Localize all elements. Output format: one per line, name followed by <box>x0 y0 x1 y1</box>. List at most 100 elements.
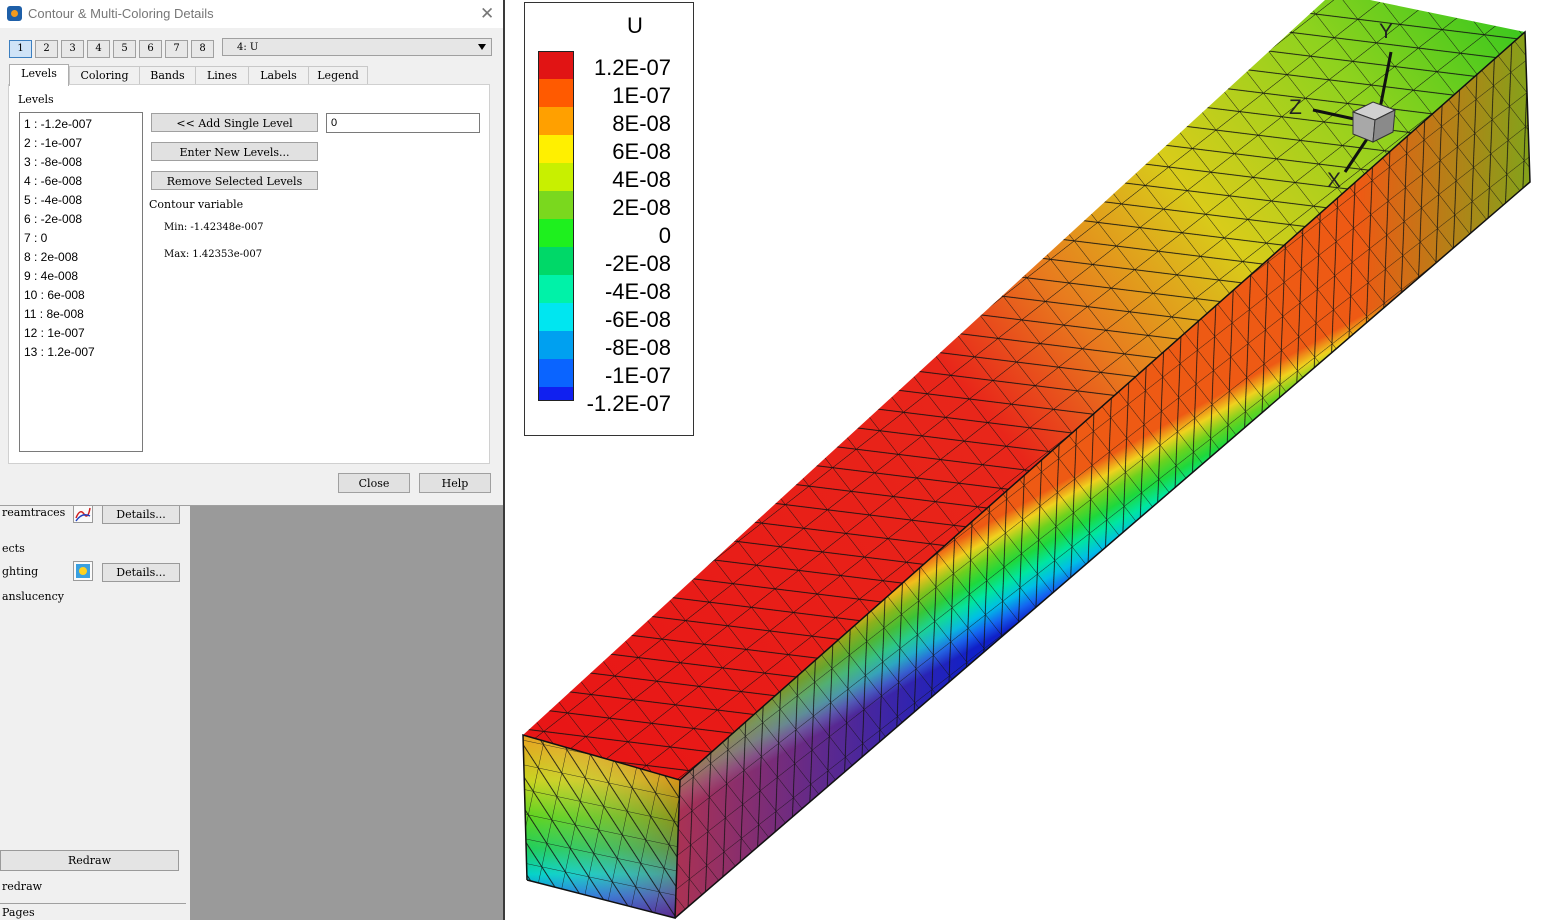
beam-side-mesh <box>675 32 1530 918</box>
tab-legend[interactable]: Legend <box>308 66 368 85</box>
beam-end-mesh <box>523 735 680 918</box>
tab-labels[interactable]: Labels <box>248 66 309 85</box>
levels-caption: Levels <box>18 93 54 106</box>
dialog-title: Contour & Multi-Coloring Details <box>28 6 214 21</box>
tab-lines[interactable]: Lines <box>195 66 249 85</box>
level-row[interactable]: 2 : -1e-007 <box>24 136 83 150</box>
level-row[interactable]: 7 : 0 <box>24 231 48 245</box>
help-button[interactable]: Help <box>419 473 491 493</box>
lighting-label: ghting <box>2 565 39 578</box>
contour-legend[interactable]: U 1.2E-07 1E-07 8E-08 6E-08 4E-08 2E-08 0 -2E-0… <box>524 2 694 436</box>
streamtraces-details-button[interactable]: Details... <box>102 505 180 524</box>
legend-label: 6E-08 <box>612 139 671 164</box>
legend-label: -6E-08 <box>604 307 671 332</box>
legend-swatch <box>538 275 574 303</box>
legend-label: -1.2E-07 <box>586 391 671 416</box>
legend-title: U <box>525 13 745 39</box>
group-button-4[interactable]: 4 <box>87 40 110 58</box>
redraw-button[interactable]: Redraw <box>0 850 179 871</box>
legend-label: 1.2E-07 <box>593 55 671 80</box>
legend-swatch <box>538 163 574 191</box>
legend-label: -1E-07 <box>604 363 671 388</box>
dropdown-arrow-icon[interactable] <box>478 44 486 50</box>
legend-swatch <box>538 219 574 247</box>
legend-label: -4E-08 <box>604 279 671 304</box>
axis-triad-lines <box>1312 51 1397 173</box>
level-row[interactable]: 10 : 6e-008 <box>24 288 85 302</box>
legend-swatch <box>538 359 574 387</box>
tab-coloring[interactable]: Coloring <box>69 66 140 85</box>
side-panel: reamtraces Details... ects ghting Detail… <box>0 500 190 920</box>
group-button-8[interactable]: 8 <box>191 40 214 58</box>
tecplot-app-icon <box>7 6 22 21</box>
close-icon[interactable]: ✕ <box>480 4 495 24</box>
contour-variable-label: Contour variable <box>149 198 244 211</box>
tab-levels[interactable]: Levels <box>9 64 69 86</box>
legend-swatch <box>538 135 574 163</box>
contour-variable-value: 4: U <box>237 42 259 53</box>
contour-beam-3d <box>522 0 1531 919</box>
legend-swatch <box>538 247 574 275</box>
panel-separator <box>503 0 505 920</box>
tab-bands[interactable]: Bands <box>139 66 196 85</box>
streamtraces-label: reamtraces <box>2 506 66 519</box>
legend-swatch <box>538 331 574 359</box>
group-button-2[interactable]: 2 <box>35 40 58 58</box>
legend-swatch <box>538 107 574 135</box>
streamtraces-icon[interactable] <box>73 503 93 523</box>
close-button[interactable]: Close <box>338 473 410 493</box>
effects-label: ects <box>2 542 25 555</box>
legend-label: 8E-08 <box>612 111 671 136</box>
group-button-7[interactable]: 7 <box>165 40 188 58</box>
level-row[interactable]: 9 : 4e-008 <box>24 269 79 283</box>
max-value: Max: 1.42353e-007 <box>164 249 263 260</box>
axis-triad[interactable]: Y Z X <box>1265 14 1415 204</box>
level-row[interactable]: 1 : -1.2e-007 <box>24 117 93 131</box>
legend-swatch <box>538 79 574 107</box>
legend-swatch <box>538 191 574 219</box>
level-row[interactable]: 4 : -6e-008 <box>24 174 83 188</box>
beam-edge <box>674 30 1531 919</box>
add-single-level-button[interactable]: << Add Single Level <box>151 113 318 132</box>
level-row[interactable]: 5 : -4e-008 <box>24 193 83 207</box>
legend-label: 1E-07 <box>612 83 671 108</box>
group-button-6[interactable]: 6 <box>139 40 162 58</box>
level-row[interactable]: 11 : 8e-008 <box>24 307 84 321</box>
level-row[interactable]: 6 : -2e-008 <box>24 212 83 226</box>
legend-title-text: U <box>627 13 643 38</box>
legend-swatch <box>538 387 574 401</box>
level-row[interactable]: 8 : 2e-008 <box>24 250 79 264</box>
contour-variable-select[interactable]: 4: U <box>222 38 492 56</box>
legend-label: 0 <box>658 223 671 248</box>
group-button-3[interactable]: 3 <box>61 40 84 58</box>
plot-viewport[interactable]: U 1.2E-07 1E-07 8E-08 6E-08 4E-08 2E-08 0 -2E-0… <box>505 0 1550 920</box>
min-value: Min: -1.42348e-007 <box>164 222 264 233</box>
pages-label: Pages <box>2 906 35 919</box>
auto-redraw-label: redraw <box>2 880 43 893</box>
x-axis-label: X <box>1327 169 1342 192</box>
level-row[interactable]: 13 : 1.2e-007 <box>24 345 95 359</box>
divider <box>0 903 186 904</box>
legend-label: 2E-08 <box>612 195 671 220</box>
title-bar[interactable]: Contour & Multi-Coloring Details ✕ <box>0 0 503 28</box>
legend-swatch <box>538 51 574 79</box>
beam-top-mesh <box>523 0 1525 780</box>
legend-label: 4E-08 <box>612 167 671 192</box>
lighting-details-button[interactable]: Details... <box>102 563 180 582</box>
enter-new-levels-button[interactable]: Enter New Levels... <box>151 142 318 161</box>
legend-label: -2E-08 <box>604 251 671 276</box>
remove-selected-levels-button[interactable]: Remove Selected Levels <box>151 171 318 190</box>
translucency-label: anslucency <box>2 590 65 603</box>
levels-list[interactable]: 1 : -1.2e-007 2 : -1e-007 3 : -8e-008 4 … <box>19 112 143 452</box>
legend-label: -8E-08 <box>604 335 671 360</box>
y-axis-label: Y <box>1379 20 1394 43</box>
level-row[interactable]: 3 : -8e-008 <box>24 155 83 169</box>
group-button-1[interactable]: 1 <box>9 40 32 58</box>
lighting-icon[interactable] <box>73 561 93 581</box>
workspace-background <box>190 500 503 920</box>
level-row[interactable]: 12 : 1e-007 <box>24 326 85 340</box>
z-axis-label: Z <box>1289 96 1302 119</box>
group-button-5[interactable]: 5 <box>113 40 136 58</box>
contour-details-dialog: Contour & Multi-Coloring Details ✕ 1 2 3… <box>0 0 503 506</box>
level-value-input[interactable] <box>326 113 480 133</box>
